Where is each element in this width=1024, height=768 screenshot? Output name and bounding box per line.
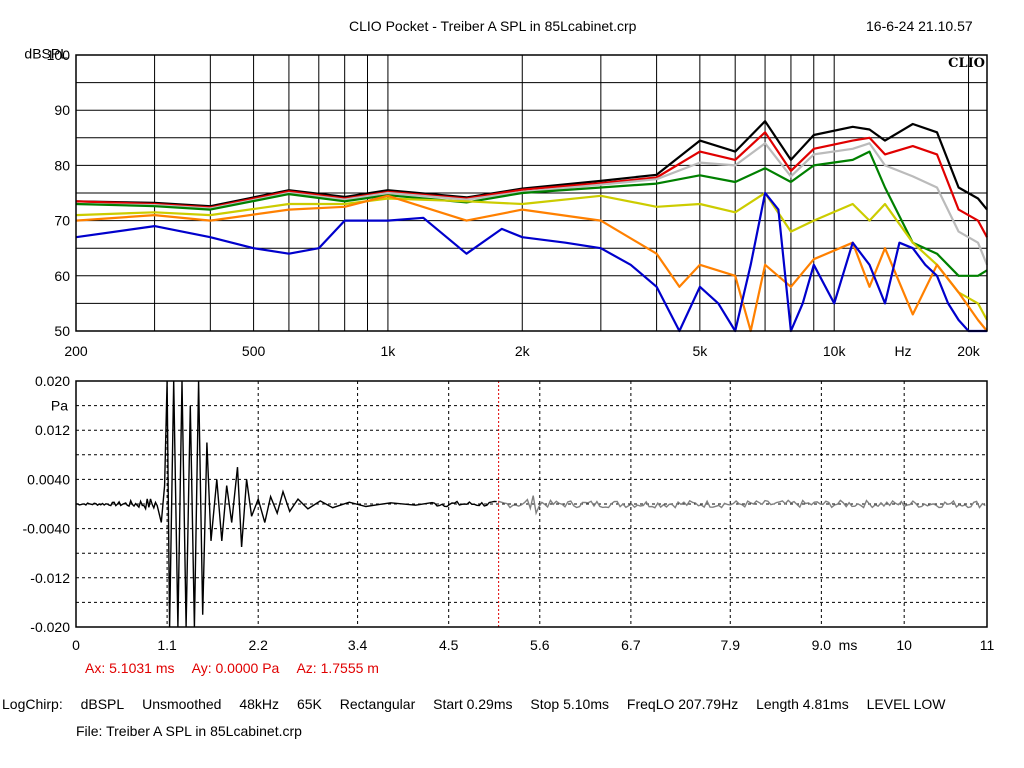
frequency-grid (76, 55, 987, 331)
frequency-series-0 (75, 120, 988, 211)
x-tick-label: 5.6 (530, 637, 550, 653)
status-units: dBSPL (80, 696, 125, 712)
x-tick-label: 5k (692, 343, 708, 359)
status-window: Rectangular (339, 696, 416, 712)
status-start: Start 0.29ms (433, 696, 513, 712)
file-name: File: Treiber A SPL in 85Lcabinet.crp (76, 723, 302, 739)
cursor-x-value: Ax: 5.1031 ms (85, 660, 175, 676)
frequency-series-1 (75, 131, 988, 238)
frequency-plot-frame[interactable] (75, 54, 988, 332)
x-tick-label: 10k (823, 343, 847, 359)
y-axis-unit: dBSPL (24, 46, 68, 62)
x-tick-label: 10 (896, 637, 912, 653)
frequency-series-4 (75, 191, 988, 321)
impulse-series (76, 381, 986, 627)
status-level: LEVEL LOW (866, 696, 946, 712)
impulse-windowed (76, 381, 497, 627)
y-tick-label: 100 (47, 47, 71, 63)
status-stop: Stop 5.10ms (530, 696, 610, 712)
x-tick-label: 7.9 (721, 637, 741, 653)
x-tick-label: 2.2 (248, 637, 268, 653)
y-tick-label: -0.012 (30, 570, 70, 586)
x-tick-label: 4.5 (439, 637, 459, 653)
impulse-grid (76, 381, 987, 627)
frequency-series-5 (75, 194, 988, 333)
status-size: 65K (296, 696, 322, 712)
impulse-axis-labels: 0.020 0.012 0.0040 -0.0040 -0.012 -0.020 Pa 0 1.… (23, 373, 995, 653)
status-mode: LogChirp: (2, 696, 63, 712)
cursor-readout: Ax: 5.1031 ms Ay: 0.0000 Pa Az: 1.7555 m (85, 660, 393, 676)
frequency-series-2 (75, 142, 989, 266)
status-smoothing: Unsmoothed (142, 696, 222, 712)
y-tick-label: 0.020 (35, 373, 70, 389)
x-tick-label: 500 (242, 343, 266, 359)
x-tick-label: 9.0 (812, 637, 832, 653)
x-tick-label: 1k (381, 343, 397, 359)
clio-logo: CLIO (948, 56, 985, 71)
x-tick-label: 1.1 (157, 637, 177, 653)
chart-title: CLIO Pocket - Treiber A SPL in 85Lcabine… (349, 18, 637, 34)
frequency-series-6 (75, 191, 987, 333)
cursor-y-value: Ay: 0.0000 Pa (191, 660, 280, 676)
frequency-series (75, 120, 989, 333)
y-tick-label: 70 (54, 213, 70, 229)
measurement-settings: LogChirp: dBSPL Unsmoothed 48kHz 65K Rec… (2, 696, 959, 712)
y-axis-unit: Pa (51, 398, 68, 414)
y-tick-label: 90 (54, 102, 70, 118)
cursor-distance-value: Az: 1.7555 m (296, 660, 379, 676)
timestamp: 16-6-24 21.10.57 (866, 18, 973, 34)
y-tick-label: -0.0040 (23, 521, 71, 537)
y-tick-label: -0.020 (30, 619, 70, 635)
y-tick-label: 60 (54, 268, 70, 284)
y-tick-label: 0.0040 (27, 471, 70, 487)
x-tick-label: 20k (957, 343, 981, 359)
x-tick-label: 11 (980, 637, 995, 653)
status-length: Length 4.81ms (756, 696, 849, 712)
x-tick-label: 6.7 (621, 637, 641, 653)
status-freqlo: FreqLO 207.79Hz (626, 696, 739, 712)
impulse-tail (498, 495, 986, 516)
x-tick-label: 0 (72, 637, 80, 653)
y-tick-label: 0.012 (35, 422, 70, 438)
x-tick-label: 200 (64, 343, 88, 359)
x-tick-label: 2k (515, 343, 531, 359)
x-axis-unit: Hz (894, 343, 911, 359)
frequency-series-3 (75, 150, 988, 277)
impulse-plot-frame[interactable] (75, 380, 988, 628)
x-axis-unit: ms (839, 637, 858, 653)
y-tick-label: 50 (54, 323, 70, 339)
x-tick-label: 3.4 (348, 637, 368, 653)
status-samplerate: 48kHz (239, 696, 280, 712)
y-tick-label: 80 (54, 157, 70, 173)
